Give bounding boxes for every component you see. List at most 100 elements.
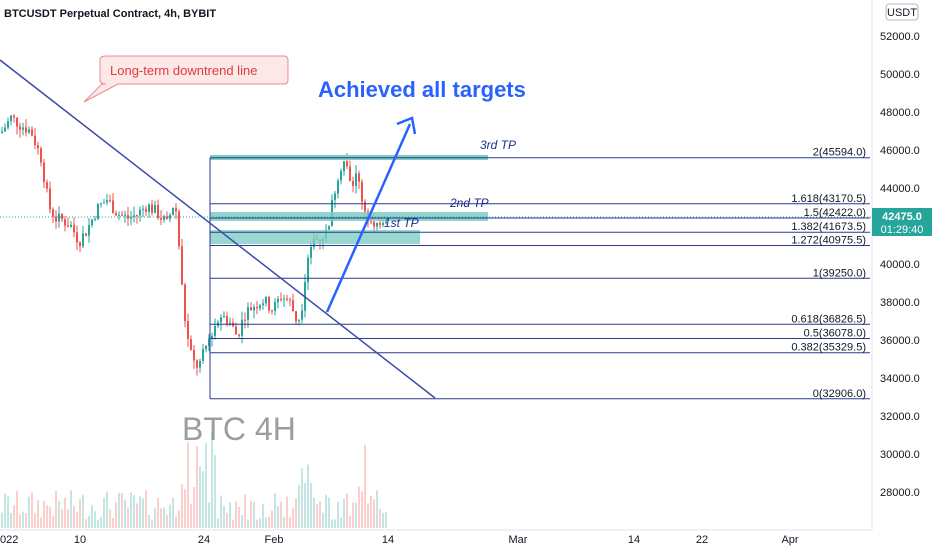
volume-bar (109, 509, 111, 528)
candle-body (274, 302, 276, 311)
volume-bar (19, 514, 21, 528)
volume-bar (304, 482, 306, 528)
candle-body (16, 117, 18, 127)
volume-bar (265, 517, 267, 528)
candle-body (151, 204, 153, 213)
candle-body (253, 306, 255, 311)
volume-bar (82, 495, 84, 528)
y-tick-label: 32000.0 (880, 411, 920, 423)
volume-bar (376, 490, 378, 528)
candle-body (67, 225, 69, 227)
volume-bar (55, 490, 57, 528)
candle-body (22, 127, 24, 130)
candle-body (91, 219, 93, 226)
candle-body (124, 215, 126, 217)
fib-level-label: 1(39250.0) (813, 267, 866, 279)
volume-bar (316, 504, 318, 528)
volume-bar (136, 503, 138, 528)
volume-bar (244, 494, 246, 528)
candle-body (268, 297, 270, 311)
volume-bar (379, 508, 381, 528)
volume-bar (331, 519, 333, 528)
candle-body (361, 181, 363, 202)
volume-bar (361, 491, 363, 528)
volume-bar (148, 514, 150, 528)
candle-body (157, 205, 159, 219)
candle-body (280, 299, 282, 301)
volume-bar (271, 510, 273, 528)
volume-bar (382, 512, 384, 528)
volume-bar (79, 499, 81, 528)
y-tick-label: 30000.0 (880, 449, 920, 461)
volume-bar (298, 484, 300, 528)
currency-badge[interactable]: USDT (885, 3, 919, 21)
fib-level-label: 0.618(36826.5) (791, 313, 866, 325)
tp2-label: 2nd TP (449, 196, 489, 210)
volume-bar (7, 496, 9, 528)
time-axis[interactable]: 022 10 24 Feb 14 Mar 14 22 Apr (0, 529, 932, 550)
volume-bar (274, 493, 276, 528)
volume-bar (280, 501, 282, 528)
volume-bar (217, 518, 219, 528)
candle-body (70, 224, 72, 227)
fib-level-label: 1.272(40975.5) (791, 234, 866, 246)
x-tick-label: 14 (628, 534, 640, 546)
volume-bar (259, 518, 261, 528)
candle-body (178, 211, 180, 247)
downtrend-line[interactable] (0, 59, 436, 399)
volume-bar (295, 498, 297, 528)
volume-bar (85, 519, 87, 528)
volume-bar (16, 490, 18, 528)
candle-body (76, 232, 78, 243)
candle-body (4, 127, 6, 132)
x-tick-label: 022 (0, 534, 18, 546)
candle-body (109, 200, 111, 202)
volume-bar (169, 504, 171, 528)
candle-body (211, 335, 213, 339)
candle-body (148, 204, 150, 213)
price-axis[interactable]: 52000.050000.048000.046000.044000.042000… (871, 0, 932, 530)
volume-bar (373, 499, 375, 528)
candle-body (103, 202, 105, 204)
candle-body (271, 310, 273, 312)
candle-body (1, 131, 3, 133)
volume-bar (319, 501, 321, 528)
fib-level-label: 1.618(43170.5) (791, 193, 866, 205)
volume-bar (283, 516, 285, 528)
volume-bar (364, 444, 366, 528)
tp1-band (210, 230, 420, 244)
candle-body (175, 207, 177, 212)
candle-body (328, 226, 330, 230)
watermark-text: BTC 4H (182, 411, 296, 447)
candle-body (85, 233, 87, 236)
volume-bar (103, 497, 105, 528)
candle-body (373, 221, 375, 227)
x-tick-label: Mar (509, 534, 528, 546)
candle-body (244, 319, 246, 321)
candle-body (52, 209, 54, 217)
candle-body (340, 170, 342, 181)
candle-body (10, 115, 12, 122)
fib-level-label: 1.5(42422.0) (804, 207, 866, 219)
volume-bar (121, 493, 123, 528)
downtrend-callout[interactable]: Long-term downtrend line (83, 55, 289, 103)
candle-body (115, 213, 117, 216)
volume-bar (202, 470, 204, 528)
tp2-band (210, 212, 488, 221)
candle-body (112, 200, 114, 214)
candle-body (106, 200, 108, 203)
candle-body (118, 214, 120, 216)
volume-bar (328, 497, 330, 528)
candle-body (154, 205, 156, 213)
fib-level-label: 1.382(41673.5) (791, 221, 866, 233)
volume-bar (157, 497, 159, 528)
candle-body (73, 224, 75, 233)
plot-area[interactable] (0, 0, 872, 530)
volume-bar (211, 432, 213, 528)
candle-body (289, 299, 291, 301)
volume-bar (163, 507, 165, 528)
candle-body (346, 161, 348, 167)
volume-bar (175, 516, 177, 528)
